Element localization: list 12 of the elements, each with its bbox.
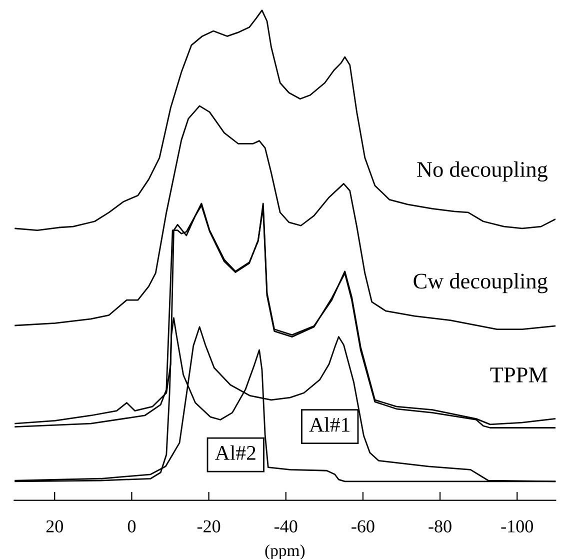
series-label: Cw decoupling [414, 272, 548, 294]
x-tick-label: -20 [197, 520, 220, 532]
series-label: TPPM [490, 368, 548, 382]
x-tick-label: -80 [428, 520, 452, 532]
series-label: No decoupling [417, 161, 548, 182]
x-tick-label: 20 [46, 520, 63, 532]
annotation: Al#1 [309, 417, 350, 432]
x-tick-label: -60 [352, 520, 374, 532]
x-tick-label: -100 [501, 520, 533, 532]
annotation: Al#2 [215, 445, 256, 460]
x-tick-label: -40 [274, 520, 298, 532]
x-tick-label: 0 [128, 520, 136, 532]
